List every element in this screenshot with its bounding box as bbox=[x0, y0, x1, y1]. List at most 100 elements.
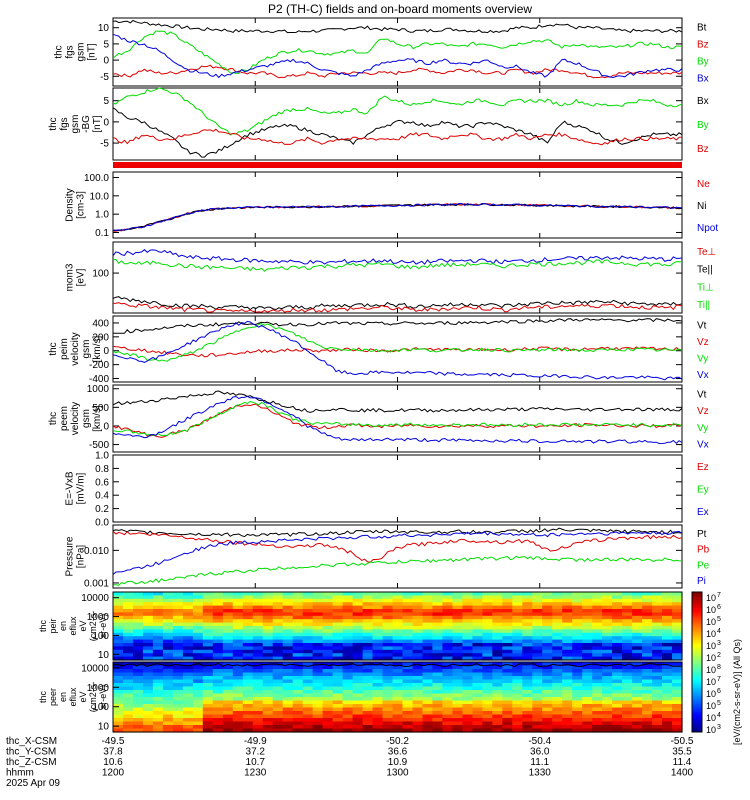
colorbar-exp: 7 bbox=[717, 676, 721, 683]
legend-efield-Ex: Ex bbox=[697, 507, 709, 518]
legend-density-Ne: Ne bbox=[697, 179, 710, 190]
ylabel-fgs_gse: fgs bbox=[59, 117, 70, 130]
xaxis-label-0: thc_X-CSM bbox=[6, 736, 57, 747]
xaxis-value: 36.0 bbox=[530, 747, 550, 758]
ylabel-pressure: [nPa] bbox=[76, 545, 87, 569]
colorbar-cell bbox=[692, 670, 702, 673]
colorbar-cell bbox=[692, 616, 702, 619]
colorbar-tick: 10 bbox=[706, 701, 716, 711]
ylabel-fgs_gse: thc bbox=[48, 117, 59, 130]
ylabel-density: Density bbox=[65, 188, 76, 221]
ytick-label: -500 bbox=[89, 440, 109, 451]
colorbar-cell bbox=[692, 666, 702, 669]
colorbar-cell bbox=[692, 716, 702, 719]
ytick-label: 10000 bbox=[81, 593, 109, 604]
colorbar-cell bbox=[692, 718, 702, 721]
colorbar-tick: 10 bbox=[706, 713, 716, 723]
ylabel-peem_vel: thc bbox=[48, 412, 59, 425]
ytick-label: 10 bbox=[98, 650, 110, 661]
ytick-label: 0.8 bbox=[95, 464, 109, 475]
colorbar-cell bbox=[692, 620, 702, 623]
colorbar-cell bbox=[692, 652, 702, 655]
colorbar-cell bbox=[692, 664, 702, 667]
colorbar-cell bbox=[692, 626, 702, 629]
series-fgs_gse-By bbox=[112, 87, 683, 136]
ytick-label: 1.0 bbox=[95, 210, 109, 221]
legend-pressure-Pt: Pt bbox=[697, 529, 707, 540]
ylabel-fgs_gsm: gsm bbox=[76, 43, 87, 62]
xaxis-label-1: thc_Y-CSM bbox=[6, 747, 56, 758]
ylabel-peem_vel: peem bbox=[59, 406, 70, 431]
colorbar-exp: 3 bbox=[717, 724, 721, 731]
colorbar-tick: 10 bbox=[706, 593, 716, 603]
panel-frame-temperature bbox=[112, 241, 683, 314]
ytick-label: -200 bbox=[89, 360, 109, 371]
ytick-label: 0.1 bbox=[95, 228, 109, 239]
legend-pressure-Pe: Pe bbox=[697, 560, 710, 571]
colorbar-cell bbox=[692, 602, 702, 605]
legend-efield-Ey: Ey bbox=[697, 485, 709, 496]
ytick-label: 1000 bbox=[87, 683, 110, 694]
ylabel-fgs_gsm: [nT] bbox=[87, 43, 98, 60]
colorbar-cell bbox=[692, 622, 702, 625]
colorbar-cell bbox=[692, 604, 702, 607]
legend-density-Npot: Npot bbox=[697, 223, 718, 234]
ytick-label: 5 bbox=[103, 39, 109, 50]
colorbar-cell bbox=[692, 662, 702, 665]
xaxis-value: 10.7 bbox=[246, 757, 266, 768]
flag-bar bbox=[113, 162, 682, 168]
legend-pressure-Pb: Pb bbox=[697, 545, 710, 556]
colorbar-cell bbox=[692, 592, 702, 595]
legend-peim_vel-Vz: Vz bbox=[697, 337, 709, 348]
ylabel-peir: en bbox=[58, 621, 68, 631]
legend-fgs_gsm-By: By bbox=[697, 57, 709, 68]
xaxis-value: 1200 bbox=[102, 768, 125, 779]
colorbar-exp: 6 bbox=[717, 688, 721, 695]
legend-peem_vel-Vz: Vz bbox=[697, 406, 709, 417]
series-temperature-Te|| bbox=[112, 296, 683, 311]
ylabel-peim_vel: peim bbox=[59, 338, 70, 360]
legend-fgs_gse-Bx: Bx bbox=[697, 96, 709, 107]
colorbar-cell bbox=[692, 706, 702, 709]
colorbar-cell bbox=[692, 694, 702, 697]
series-pressure-Pt bbox=[112, 527, 683, 538]
ylabel-peer: sr-eV) bbox=[98, 685, 108, 710]
colorbar-cell bbox=[692, 678, 702, 681]
xaxis-value: 37.8 bbox=[103, 747, 123, 758]
ylabel-peir: thc bbox=[38, 620, 48, 633]
colorbar-exp: 8 bbox=[717, 664, 721, 671]
ylabel-efield: [mV/m] bbox=[76, 472, 87, 504]
xaxis-value: 1300 bbox=[386, 768, 409, 779]
colorbar-cell bbox=[692, 714, 702, 717]
legend-peim_vel-Vy: Vy bbox=[697, 353, 708, 364]
colorbar-cell bbox=[692, 668, 702, 671]
ylabel-peer: eV bbox=[78, 691, 88, 702]
ytick-label: 0.001 bbox=[84, 578, 109, 589]
ylabel-peir: (cm2-s- bbox=[88, 611, 98, 642]
series-peim_vel-Vt bbox=[112, 318, 683, 334]
colorbar-cell bbox=[692, 660, 702, 663]
series-peim_vel-Vx bbox=[112, 320, 683, 381]
xaxis-value: 10.6 bbox=[103, 757, 123, 768]
legend-fgs_gse-By: By bbox=[697, 120, 709, 131]
xaxis-value: 35.5 bbox=[672, 747, 692, 758]
xaxis-value: 11.4 bbox=[673, 757, 692, 768]
series-temperature-Ti|| bbox=[112, 249, 683, 265]
colorbar-tick: 10 bbox=[706, 617, 716, 627]
colorbar-cell bbox=[692, 702, 702, 705]
legend-peem_vel-Vx: Vx bbox=[697, 440, 709, 451]
colorbar-tick: 10 bbox=[706, 641, 716, 651]
ytick-label: 200 bbox=[92, 332, 109, 343]
colorbar-cell bbox=[692, 704, 702, 707]
ytick-label: 0 bbox=[103, 56, 109, 67]
series-peem_vel-Vy bbox=[112, 401, 683, 437]
series-density-Npot bbox=[112, 202, 683, 231]
ylabel-peim_vel: thc bbox=[48, 342, 59, 355]
ytick-label: -400 bbox=[89, 374, 109, 385]
xaxis-value: 11.1 bbox=[530, 757, 549, 768]
colorbar-cell bbox=[692, 636, 702, 639]
xaxis-value: 37.2 bbox=[246, 747, 266, 758]
xaxis-value: -49.9 bbox=[244, 736, 267, 747]
colorbar-cell bbox=[692, 632, 702, 635]
series-pressure-Pe bbox=[113, 555, 682, 586]
